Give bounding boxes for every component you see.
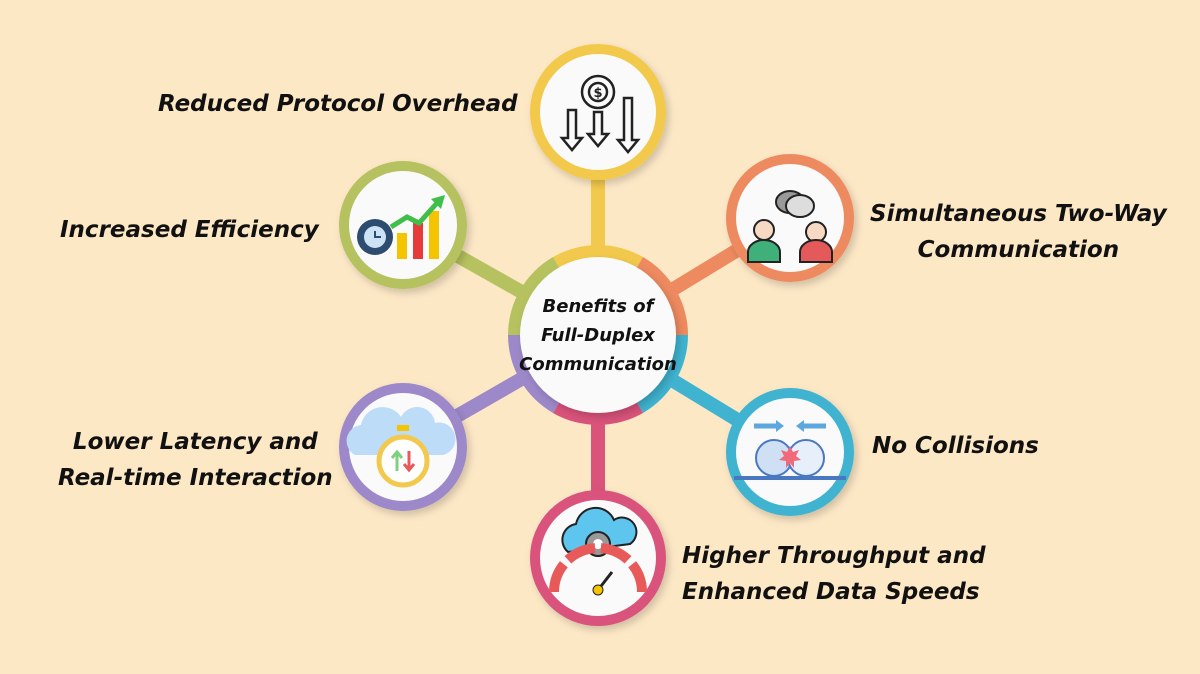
speedometer-cloud-icon: [549, 506, 647, 596]
gear-growth-chart-icon: [357, 195, 445, 259]
label-line: Increased Efficiency: [60, 217, 319, 243]
cloud-stopwatch-icon: [346, 407, 456, 488]
label-line: Communication: [917, 237, 1120, 263]
center-title-line: Benefits of: [542, 296, 654, 317]
label-higher-throughput: Higher Throughput and Enhanced Data Spee…: [682, 538, 986, 610]
label-lower-latency: Lower Latency and Real-time Interaction: [58, 424, 333, 496]
label-line: Reduced Protocol Overhead: [158, 91, 518, 117]
center-node: [508, 244, 688, 425]
center-title-line: Communication: [519, 354, 677, 375]
label-line: Lower Latency and: [72, 429, 318, 455]
label-increased-efficiency: Increased Efficiency: [60, 212, 319, 248]
center-inner: [520, 257, 676, 413]
benefit-node: [339, 161, 467, 289]
label-line: Enhanced Data Speeds: [682, 579, 980, 605]
label-line: No Collisions: [872, 433, 1039, 459]
collision-icon: [734, 420, 846, 480]
two-people-chat-icon: [747, 190, 833, 263]
label-reduced-protocol-overhead: Reduced Protocol Overhead: [158, 86, 518, 122]
gear-dollar-down-arrows-icon: $: [559, 74, 641, 154]
svg-text:$: $: [593, 86, 602, 101]
label-line: Higher Throughput and: [682, 543, 986, 569]
label-no-collisions: No Collisions: [872, 428, 1039, 464]
center-title-line: Full-Duplex: [541, 325, 655, 346]
label-line: Real-time Interaction: [58, 465, 333, 491]
label-simultaneous-two-way: Simultaneous Two-Way Communication: [870, 196, 1167, 268]
center-title: Benefits of Full-Duplex Communication: [508, 292, 688, 379]
benefit-node: [726, 154, 854, 282]
label-line: Simultaneous Two-Way: [870, 201, 1167, 227]
